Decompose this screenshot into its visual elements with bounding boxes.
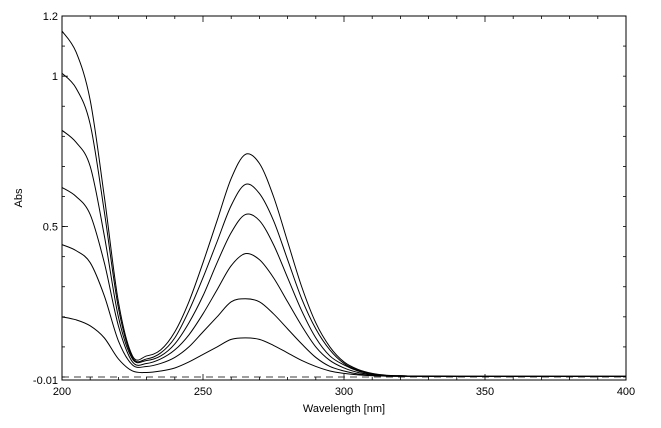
y-axis-title: Abs [13,188,25,207]
x-tick-label: 300 [335,386,353,398]
spectrum-line-6 [61,316,626,377]
y-tick-label: 1.2 [43,11,58,23]
x-axis-title: Wavelength [nm] [303,403,385,415]
plot-area [61,15,627,381]
x-tick-label: 350 [476,386,494,398]
y-tick-label: 0.5 [43,222,58,234]
axis-tick-labels: 200 250 300 350 400 -0.01 0.5 1 1.2 [33,11,635,398]
series-group [61,30,626,377]
y-tick-label: 1 [52,71,58,83]
axis-ticks [61,15,627,381]
x-tick-label: 400 [617,386,635,398]
y-tick-label: -0.01 [33,375,58,387]
x-tick-label: 200 [53,386,71,398]
x-tick-label: 250 [194,386,212,398]
